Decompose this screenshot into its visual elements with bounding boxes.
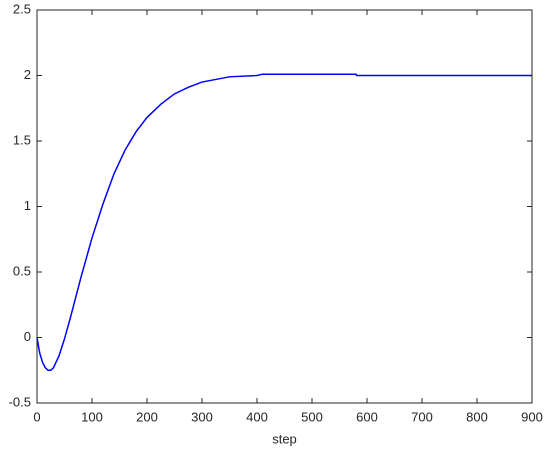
x-tick-label: 500: [301, 409, 323, 424]
x-tick-label: 800: [466, 409, 488, 424]
y-tick-label: 0.5: [13, 263, 31, 278]
y-tick-label: -0.5: [9, 394, 31, 409]
y-tick-label: 2: [24, 67, 31, 82]
y-tick-label: 0: [24, 329, 31, 344]
y-tick-label: 2.5: [13, 1, 31, 16]
x-tick-label: 900: [521, 409, 543, 424]
x-axis-label: step: [272, 431, 297, 446]
x-tick-label: 300: [191, 409, 213, 424]
plot-area: [36, 9, 533, 404]
x-tick-label: 400: [246, 409, 268, 424]
x-tick-label: 700: [411, 409, 433, 424]
x-tick-label: 0: [33, 409, 40, 424]
y-tick-label: 1.5: [13, 132, 31, 147]
x-tick-label: 100: [81, 409, 103, 424]
data-line: [36, 73, 532, 371]
y-tick-label: 1: [24, 198, 31, 213]
x-tick-label: 200: [136, 409, 158, 424]
x-tick-label: 600: [356, 409, 378, 424]
